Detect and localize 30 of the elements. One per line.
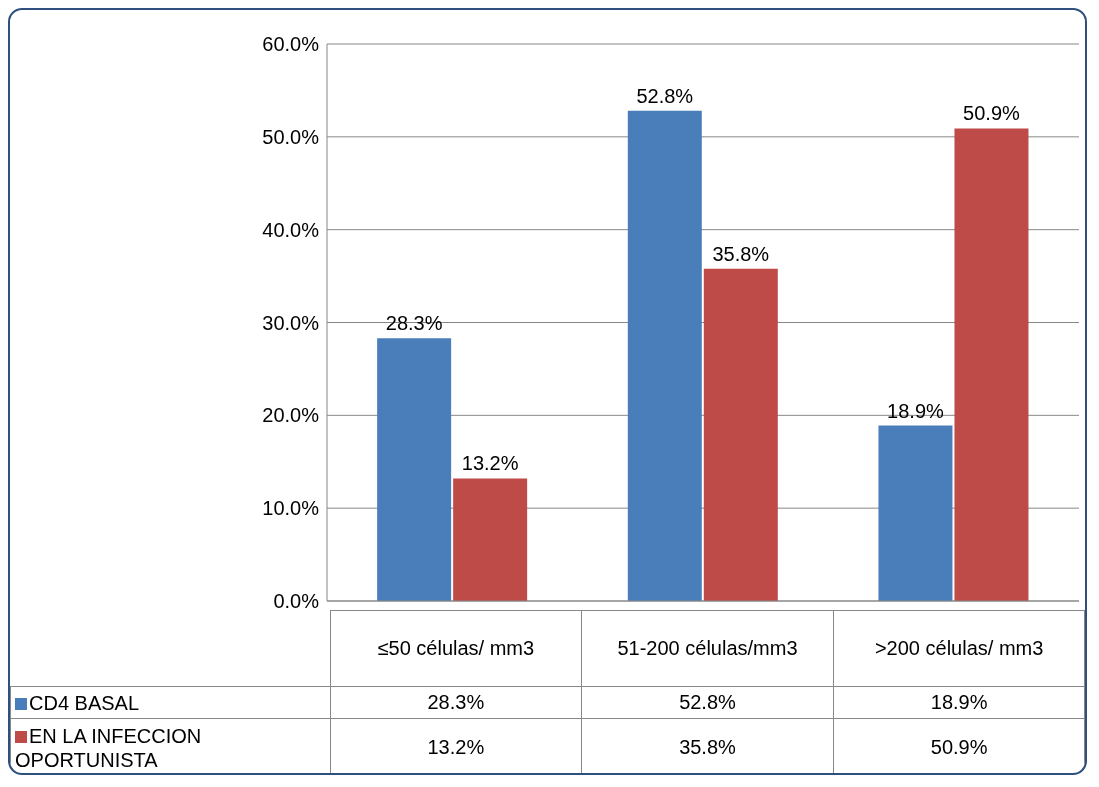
legend-label: EN LA INFECCION OPORTUNISTA	[14, 723, 203, 773]
y-tick-label: 50.0%	[262, 125, 320, 148]
data-label: 35.8%	[678, 735, 737, 760]
bar	[878, 425, 953, 601]
text: 18.9%	[887, 399, 944, 422]
legend-label: CD4 BASAL	[10, 686, 330, 719]
y-tick-label: 0.0%	[273, 590, 320, 613]
y-tick-label: 20.0%	[262, 404, 320, 427]
bar	[377, 338, 452, 601]
bar	[453, 478, 528, 601]
data-label: 52.8%	[581, 686, 834, 719]
y-tick-label: 60.0%	[262, 33, 320, 56]
text: 28.3%	[385, 312, 443, 335]
x-tick-label: ≤50 células/ mm3	[376, 637, 536, 660]
text: 13.2%	[461, 452, 519, 475]
x-tick-label: >200 células/ mm3	[873, 637, 1045, 660]
x-tick-label: 51-200 células/mm3	[616, 637, 799, 660]
bar	[703, 268, 778, 601]
data-label: 18.9%	[833, 686, 1085, 719]
text: 52.8%	[636, 84, 694, 107]
data-label: 28.3%	[330, 686, 582, 719]
data-label: 13.2%	[426, 735, 486, 760]
data-label: 50.9%	[929, 735, 989, 760]
bar	[627, 110, 702, 601]
y-tick-label: 40.0%	[262, 218, 320, 241]
bar	[954, 128, 1029, 601]
y-tick-label: 30.0%	[262, 311, 320, 334]
text: 50.9%	[963, 102, 1020, 125]
y-tick-label: 10.0%	[262, 497, 320, 520]
text: 35.8%	[712, 242, 770, 265]
